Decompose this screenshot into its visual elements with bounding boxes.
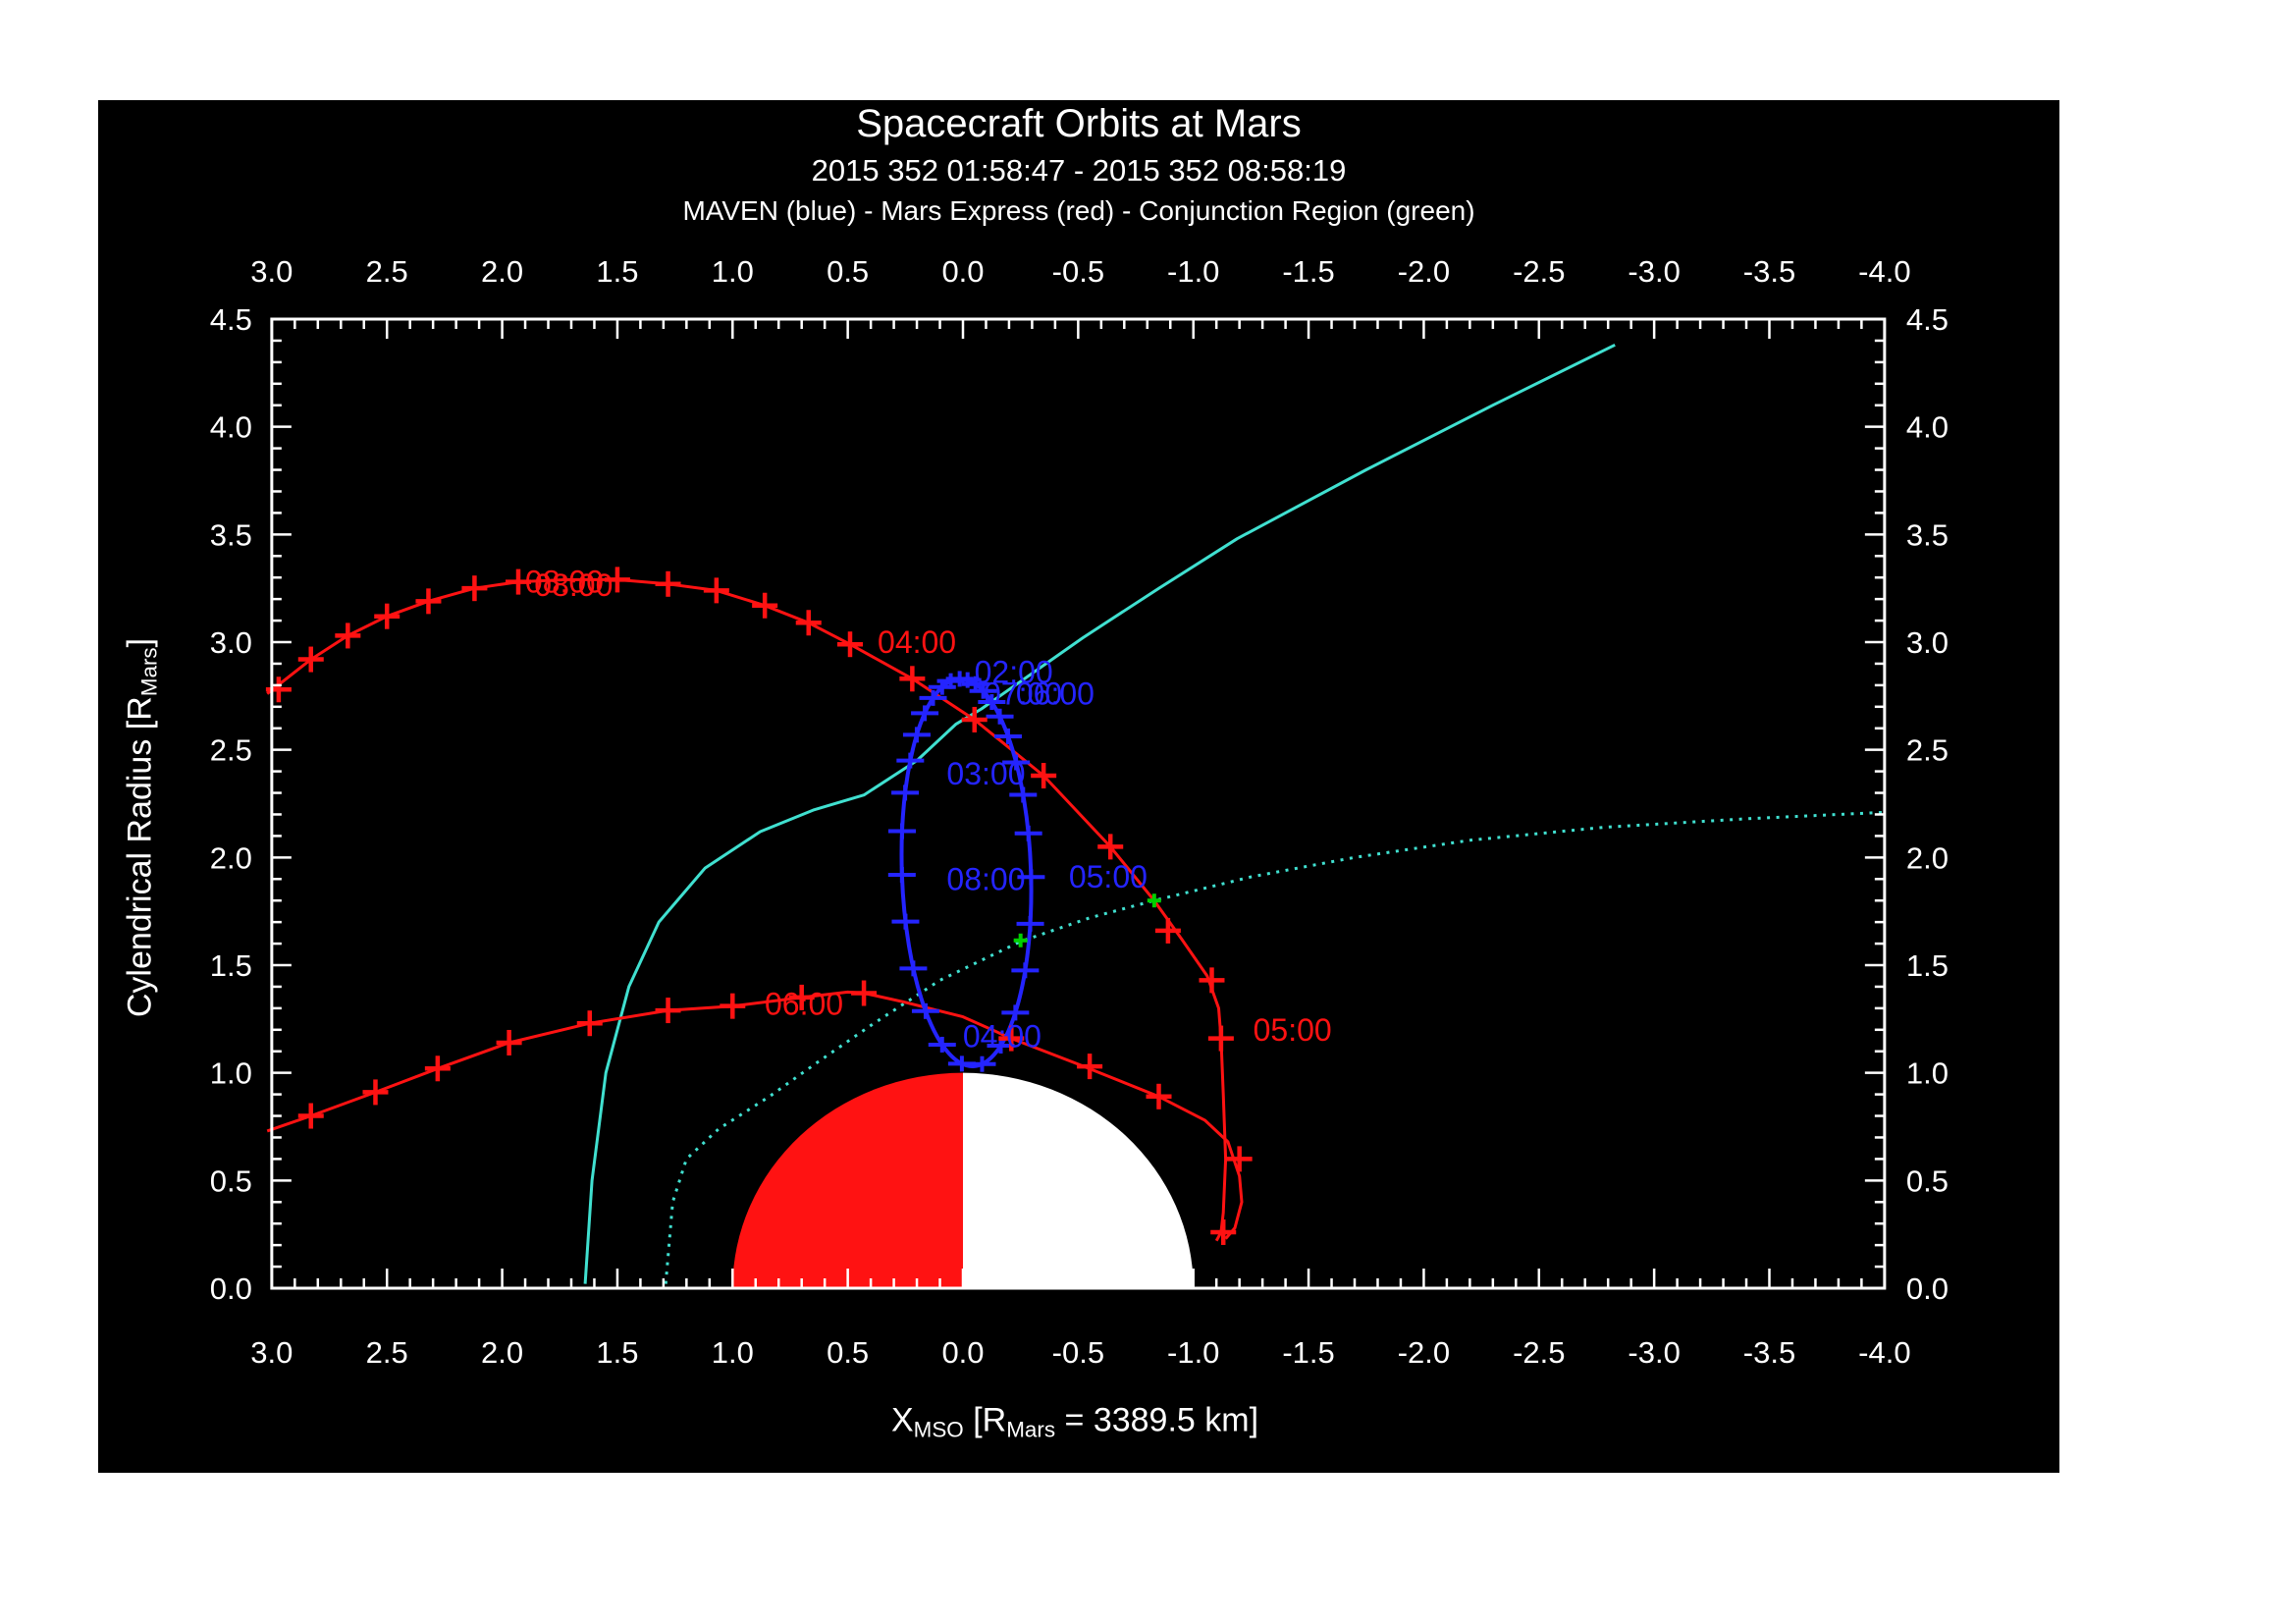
x-axis-tick-label-top: -2.0: [1398, 254, 1450, 289]
mex-time-label: 04:00: [878, 624, 956, 660]
legend-text: MAVEN (blue) - Mars Express (red) - Conj…: [682, 195, 1475, 226]
x-axis-tick-label-bottom: 2.0: [481, 1335, 523, 1370]
mars-dayside-half: [732, 1072, 963, 1288]
maven-time-label: 03:00: [946, 756, 1025, 791]
x-axis-tick-label-bottom: 1.0: [712, 1335, 754, 1370]
y-axis-tick-label-right: 1.0: [1906, 1056, 1949, 1091]
x-axis-title: XMSO [RMars = 3389.5 km]: [890, 1401, 1259, 1442]
x-axis-tick-label-top: 2.5: [366, 254, 408, 289]
y-axis-title-sub-mars: Mars: [136, 647, 162, 697]
x-axis-tick-label-bottom: 3.0: [250, 1335, 293, 1370]
y-axis-title: Cylendrical Radius [RMars]: [121, 637, 162, 1018]
x-axis-tick-label-top: -4.0: [1858, 254, 1910, 289]
x-axis-tick-label-top: -2.5: [1513, 254, 1565, 289]
y-axis-tick-label-right: 3.5: [1906, 517, 1949, 552]
y-axis-title-tail: ]: [121, 637, 159, 648]
mex-time-label: 08:00: [534, 568, 613, 603]
y-axis-tick-label-left: 2.5: [210, 733, 252, 768]
x-axis-tick-label-bottom: -3.5: [1743, 1335, 1795, 1370]
y-axis-tick-label-right: 2.5: [1906, 733, 1949, 768]
x-axis-tick-label-bottom: -2.5: [1513, 1335, 1565, 1370]
x-axis-tick-label-top: 2.0: [481, 254, 523, 289]
x-axis-tick-label-bottom: -0.5: [1052, 1335, 1104, 1370]
x-axis-tick-label-top: 0.5: [827, 254, 869, 289]
y-axis-tick-label-left: 3.0: [210, 625, 252, 660]
x-axis-tick-label-top: -1.0: [1167, 254, 1219, 289]
maven-time-label: 08:00: [946, 861, 1025, 896]
x-axis-tick-label-bottom: -3.0: [1628, 1335, 1680, 1370]
x-axis-tick-label-top: 0.0: [941, 254, 984, 289]
y-axis-tick-label-left: 1.5: [210, 948, 252, 983]
maven-time-label: 07:00: [984, 676, 1062, 712]
y-axis-tick-label-right: 4.0: [1906, 410, 1949, 445]
mars-nightside-half: [963, 1072, 1194, 1288]
y-axis-tick-label-right: 0.5: [1906, 1163, 1949, 1198]
maven-time-label: 02:00: [975, 655, 1053, 690]
x-axis-tick-label-top: -3.0: [1628, 254, 1680, 289]
x-axis-tick-label-bottom: 1.5: [596, 1335, 638, 1370]
x-axis-tick-label-bottom: -1.5: [1282, 1335, 1334, 1370]
y-axis-tick-label-left: 0.5: [210, 1163, 252, 1198]
x-axis-tick-label-top: -3.5: [1743, 254, 1795, 289]
mex-time-label: 06:00: [765, 986, 843, 1021]
x-axis-tick-label-bottom: -1.0: [1167, 1335, 1219, 1370]
x-axis-tick-label-bottom: 0.0: [941, 1335, 984, 1370]
x-axis-tick-label-bottom: -2.0: [1398, 1335, 1450, 1370]
mex-time-label: 05:00: [1254, 1012, 1332, 1048]
y-axis-tick-label-right: 3.0: [1906, 625, 1949, 660]
x-axis-tick-label-top: -1.5: [1282, 254, 1334, 289]
x-axis-tick-label-bottom: 2.5: [366, 1335, 408, 1370]
x-axis-title-main: X: [890, 1401, 914, 1439]
maven-time-label: 06:00: [1016, 676, 1095, 712]
y-axis-tick-label-left: 2.0: [210, 840, 252, 875]
x-axis-title-sub-mso: MSO: [913, 1417, 964, 1442]
x-axis-tick-label-bottom: -4.0: [1858, 1335, 1910, 1370]
maven-time-label: 04:00: [963, 1018, 1041, 1054]
y-axis-tick-label-right: 0.0: [1906, 1271, 1949, 1306]
x-axis-tick-label-top: -0.5: [1052, 254, 1104, 289]
time-range-subtitle: 2015 352 01:58:47 - 2015 352 08:58:19: [811, 153, 1347, 188]
bow-shock-curve: [583, 343, 1616, 1284]
y-axis-tick-label-right: 4.5: [1906, 302, 1949, 337]
y-axis-tick-label-left: 4.0: [210, 410, 252, 445]
y-axis-tick-label-left: 4.5: [210, 302, 252, 337]
y-axis-title-main: Cylendrical Radius [R: [121, 696, 159, 1018]
x-axis-title-bracket: [R: [963, 1401, 1007, 1439]
y-axis-tick-label-right: 2.0: [1906, 840, 1949, 875]
y-axis-tick-label-right: 1.5: [1906, 948, 1949, 983]
mex-time-label: 08:00: [525, 565, 604, 600]
x-axis-tick-label-top: 1.0: [712, 254, 754, 289]
y-axis-tick-label-left: 3.5: [210, 517, 252, 552]
maven-time-label: 05:00: [1069, 859, 1148, 894]
x-axis-title-sub-mars: Mars: [1006, 1417, 1056, 1442]
y-axis-tick-label-left: 0.0: [210, 1271, 252, 1306]
x-axis-title-tail: = 3389.5 km]: [1055, 1401, 1259, 1439]
x-axis-tick-label-top: 3.0: [250, 254, 293, 289]
x-axis-tick-label-bottom: 0.5: [827, 1335, 869, 1370]
x-axis-tick-label-top: 1.5: [596, 254, 638, 289]
mars-express-upper-curve: [266, 577, 1228, 1242]
y-axis-tick-label-left: 1.0: [210, 1056, 252, 1091]
page-title: Spacecraft Orbits at Mars: [856, 102, 1302, 145]
